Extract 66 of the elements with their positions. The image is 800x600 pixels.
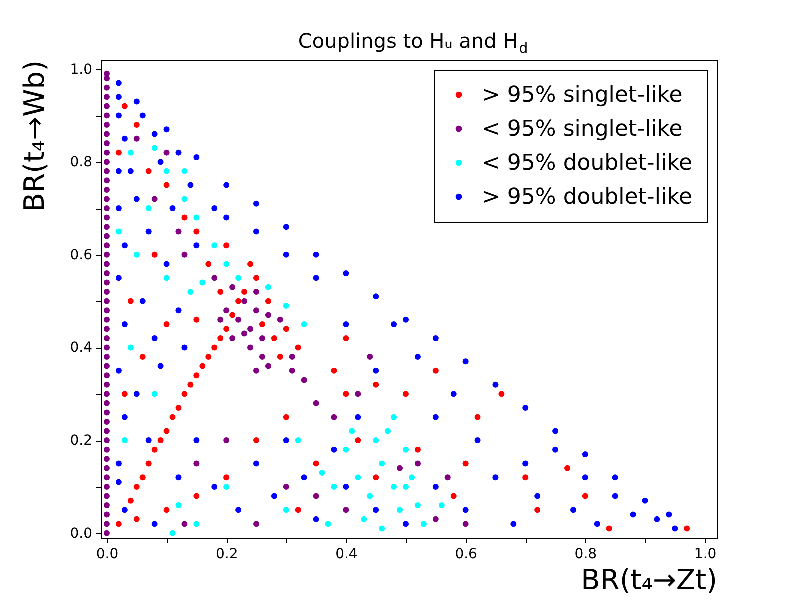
point — [194, 521, 200, 528]
point — [182, 196, 188, 202]
y-tick-label: 0.6 — [70, 247, 93, 264]
point — [122, 438, 128, 444]
point — [116, 228, 122, 235]
point — [361, 516, 368, 522]
y-tick-label: 0.0 — [70, 526, 92, 542]
point — [349, 428, 356, 434]
point — [152, 145, 158, 152]
point — [301, 322, 308, 328]
x-axis-title: BR(t₄→Zt) — [581, 564, 718, 596]
point — [224, 261, 230, 268]
point — [283, 507, 290, 514]
point — [164, 168, 170, 174]
legend-label: < 95% doublet-like — [482, 151, 693, 176]
point — [343, 446, 350, 453]
point — [385, 428, 392, 434]
point — [397, 507, 404, 514]
y-axis-title: BR(t₄→Wb) — [18, 60, 52, 212]
x-tick-label: 0.2 — [216, 546, 238, 562]
point — [391, 414, 398, 420]
legend-label: > 95% doublet-like — [482, 185, 693, 210]
y-tick-label: 1.0 — [70, 62, 92, 78]
point — [325, 521, 332, 528]
x-tick-label: 0.8 — [574, 546, 598, 562]
point — [319, 470, 326, 476]
x-tick-label: 0.0 — [96, 546, 119, 562]
point — [379, 526, 386, 532]
legend-label: < 95% singlet-like — [482, 117, 683, 142]
point — [414, 502, 421, 509]
point — [355, 474, 362, 481]
x-tick-label: 0.6 — [455, 546, 478, 562]
y-tick-label: 0.8 — [70, 154, 92, 171]
point — [403, 446, 410, 453]
point — [408, 474, 415, 481]
point — [331, 484, 338, 490]
point — [134, 252, 140, 258]
point — [128, 344, 134, 351]
point — [170, 530, 176, 536]
y-tick-label: 0.4 — [70, 340, 93, 356]
point — [403, 484, 410, 490]
point — [295, 438, 302, 444]
point — [224, 484, 230, 490]
point — [236, 275, 242, 282]
point — [379, 460, 386, 467]
point — [212, 242, 218, 249]
point — [128, 150, 134, 156]
point — [194, 214, 200, 221]
point — [367, 493, 374, 500]
x-tick-label: 1.0 — [694, 546, 717, 562]
x-tick-label: 0.4 — [336, 546, 358, 562]
point — [200, 280, 206, 286]
point — [438, 502, 445, 509]
point — [182, 168, 188, 174]
y-tick-label: 0.2 — [70, 433, 92, 450]
point — [420, 521, 427, 528]
point — [265, 284, 272, 290]
legend-label: > 95% singlet-like — [482, 83, 683, 108]
point — [373, 438, 380, 444]
point — [146, 206, 152, 212]
point — [188, 289, 194, 296]
point — [152, 391, 158, 398]
point — [283, 302, 290, 309]
point — [176, 502, 182, 509]
point — [391, 484, 398, 490]
point — [164, 275, 170, 282]
